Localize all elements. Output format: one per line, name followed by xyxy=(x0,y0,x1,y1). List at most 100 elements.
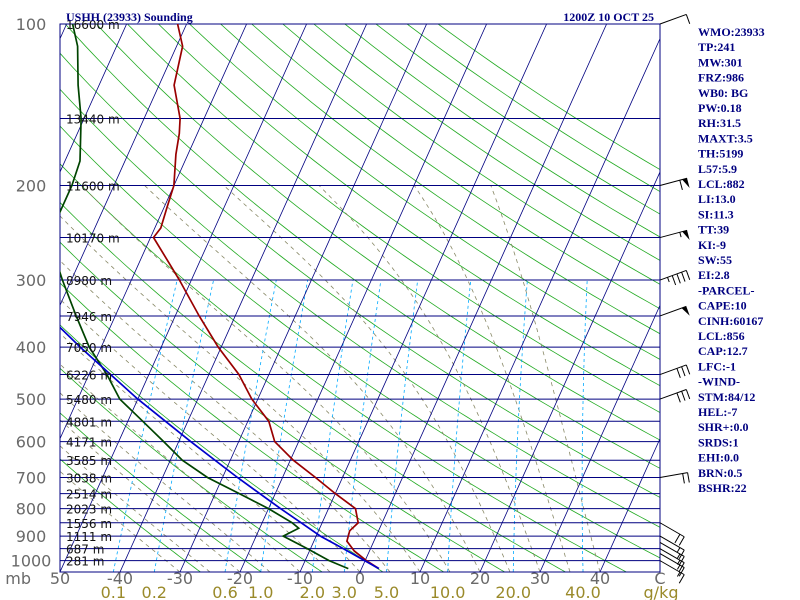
index-entry: EI:2.8 xyxy=(698,268,730,282)
height-label: 4801 m xyxy=(66,415,112,429)
index-entry: KI:-9 xyxy=(698,238,726,252)
temperature-tick-label: 0 xyxy=(355,569,365,588)
dry-adiabat xyxy=(158,24,660,387)
wind-barb-flag xyxy=(687,472,690,483)
moist-adiabat xyxy=(144,185,481,572)
temperature-tick-label: -20 xyxy=(227,569,253,588)
dry-adiabat xyxy=(64,24,660,469)
mixing-ratio-line xyxy=(112,279,178,572)
mixing-ratio-line xyxy=(224,279,277,572)
dry-adiabat xyxy=(60,241,505,572)
moist-adiabat xyxy=(60,363,301,572)
index-entry: -PARCEL- xyxy=(698,283,754,297)
pressure-tick-label: 800 xyxy=(16,500,47,519)
moist-adiabat xyxy=(60,260,391,572)
index-entry: LFC:-1 xyxy=(698,359,736,373)
mixing-ratio-label: 10.0 xyxy=(430,583,466,600)
isotherm xyxy=(479,171,660,572)
temperature-tick-label: -10 xyxy=(287,569,313,588)
index-entry: FRZ:986 xyxy=(698,71,744,85)
index-entry: PW:0.18 xyxy=(698,101,742,115)
mixing-ratio-line xyxy=(311,279,354,572)
dry-adiabat xyxy=(60,125,660,559)
wind-barb-half-flag xyxy=(676,564,681,570)
moist-adiabat xyxy=(490,185,601,572)
wind-barb-flag xyxy=(674,534,681,544)
wind-barb-staff xyxy=(659,305,687,317)
moist-adiabat xyxy=(413,185,571,572)
wind-barb-half-flag xyxy=(676,559,681,565)
wind-barb-flag xyxy=(678,556,685,566)
wind-barb-staff xyxy=(659,522,685,538)
pressure-tick-label: 700 xyxy=(16,469,47,488)
height-label: 3585 m xyxy=(66,454,112,468)
temperature-tick-label: 10 xyxy=(410,569,430,588)
wind-barb-flag xyxy=(685,14,691,24)
height-label: 16600 m xyxy=(66,18,120,32)
wind-barb-flag xyxy=(685,270,691,281)
height-label: 1111 m xyxy=(66,530,112,544)
index-entry: WB0: BG xyxy=(698,86,748,100)
wind-barb-flag xyxy=(676,368,681,378)
index-entry: L57:5.9 xyxy=(698,162,737,176)
index-entry: SI:11.3 xyxy=(698,207,734,221)
isotherm xyxy=(0,24,7,572)
moist-adiabat xyxy=(223,185,511,572)
temperature-tick-label: 20 xyxy=(470,569,490,588)
pressure-tick-label: 500 xyxy=(16,390,47,409)
mixing-ratio-line xyxy=(386,279,419,572)
index-entry: RH:31.5 xyxy=(698,116,741,130)
pressure-tick-label: 100 xyxy=(16,15,47,34)
index-entry: TT:39 xyxy=(698,223,729,237)
height-label: 3038 m xyxy=(66,472,112,486)
mixing-ratio-label: 3.0 xyxy=(332,583,357,600)
pressure-tick-label: 300 xyxy=(16,271,47,290)
moist-adiabat xyxy=(81,185,451,572)
index-entry: HEL:-7 xyxy=(698,405,737,419)
dry-adiabat xyxy=(96,24,660,441)
wind-barb-flag xyxy=(678,567,685,577)
dry-adiabat xyxy=(189,24,660,360)
height-label: 7050 m xyxy=(66,341,112,355)
height-label: 2514 m xyxy=(66,488,112,502)
isotherm xyxy=(60,24,307,572)
wind-barb-flag xyxy=(678,549,685,559)
mixing-ratio-label: 1.0 xyxy=(248,583,273,600)
dry-adiabat xyxy=(60,88,660,528)
wind-barb-pennant xyxy=(681,306,690,316)
height-label: 5480 m xyxy=(66,393,112,407)
height-label: 7946 m xyxy=(66,310,112,324)
dry-adiabat xyxy=(251,24,660,310)
wind-barb-flag xyxy=(676,392,681,403)
isotherm xyxy=(239,24,487,572)
mixing-ratio-line xyxy=(581,279,588,572)
dry-adiabat xyxy=(60,412,262,572)
index-entry: STM:84/12 xyxy=(698,390,755,404)
dry-adiabat xyxy=(60,201,566,572)
wind-barb-staff xyxy=(659,542,685,557)
dewpoint-trace xyxy=(60,24,349,570)
wind-barb-staff xyxy=(659,553,685,568)
isotherm xyxy=(119,24,367,572)
mixing-ratio-label: 5.0 xyxy=(374,583,399,600)
wind-barb-flag xyxy=(685,364,691,375)
moist-adiabat xyxy=(318,185,541,572)
wind-barb-flag xyxy=(671,275,677,286)
grid-layer xyxy=(0,24,660,572)
index-entry: EHI:0.0 xyxy=(698,451,739,465)
wind-barb-half-flag xyxy=(667,277,670,283)
index-entry: -WIND- xyxy=(698,375,740,389)
height-label: 8980 m xyxy=(66,274,112,288)
temperature-trace xyxy=(152,24,380,570)
index-entry: LCL:856 xyxy=(698,329,745,343)
wind-barb-staff xyxy=(659,229,688,239)
index-entry: SRDS:1 xyxy=(698,435,739,449)
mixing-ratio-label: 40.0 xyxy=(565,583,601,600)
index-entry: MAXT:3.5 xyxy=(698,131,753,145)
wind-barb-flag xyxy=(682,473,685,484)
wind-barb-flag xyxy=(676,273,681,284)
dry-adiabat xyxy=(127,24,660,413)
index-entry: BSHR:22 xyxy=(698,481,747,495)
